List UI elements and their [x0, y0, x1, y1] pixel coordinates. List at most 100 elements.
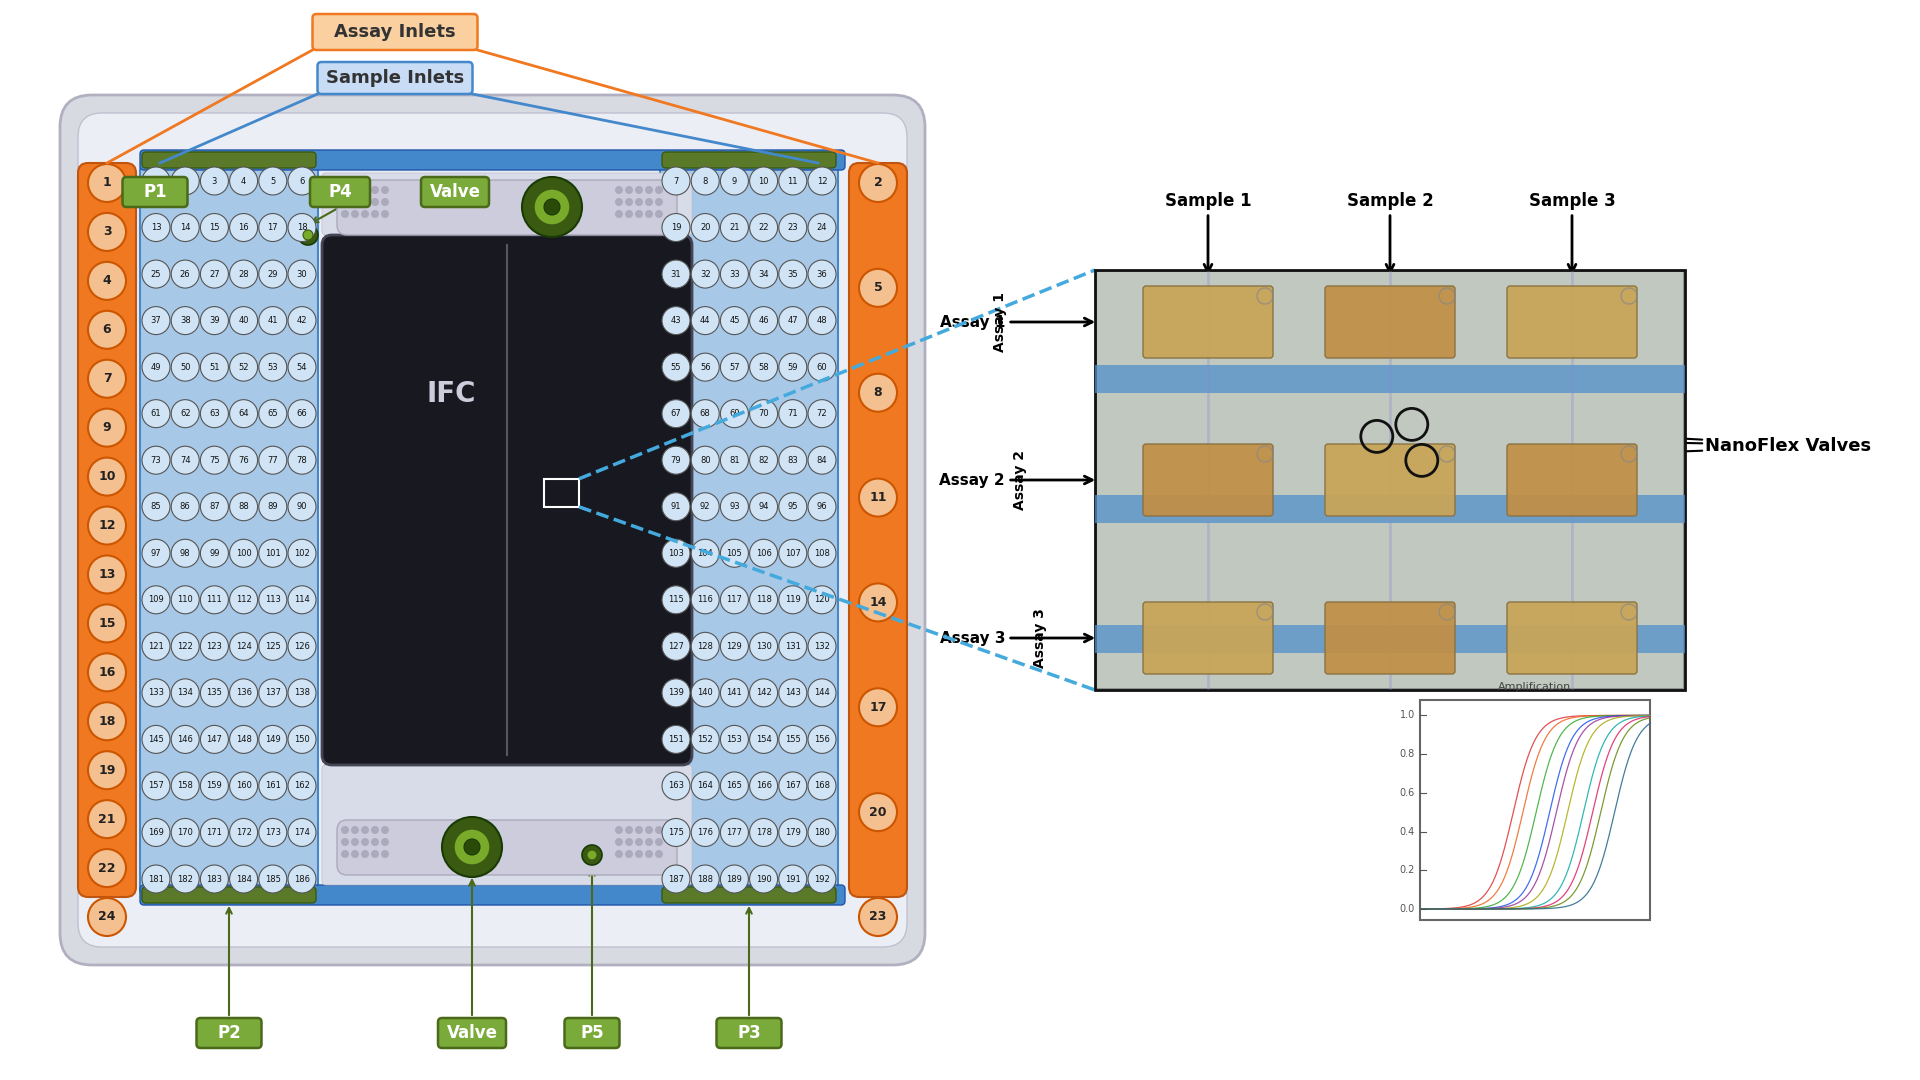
Circle shape: [626, 838, 634, 846]
Circle shape: [636, 210, 643, 218]
Circle shape: [288, 539, 317, 567]
Text: 1: 1: [102, 176, 111, 189]
Text: 149: 149: [265, 734, 280, 744]
Text: 171: 171: [207, 828, 223, 837]
Circle shape: [808, 865, 835, 893]
Circle shape: [259, 726, 286, 754]
Circle shape: [200, 585, 228, 613]
Text: 23: 23: [870, 910, 887, 923]
Circle shape: [230, 353, 257, 381]
Text: Assay 2: Assay 2: [1014, 450, 1027, 510]
Circle shape: [142, 819, 171, 847]
Text: 2: 2: [874, 176, 883, 189]
Text: 0.0: 0.0: [1400, 904, 1415, 914]
Circle shape: [858, 269, 897, 307]
Text: 188: 188: [697, 875, 712, 883]
Text: 101: 101: [265, 549, 280, 557]
Text: 38: 38: [180, 316, 190, 325]
Text: 155: 155: [785, 734, 801, 744]
Circle shape: [626, 186, 634, 194]
Circle shape: [288, 865, 317, 893]
Text: 183: 183: [207, 875, 223, 883]
Circle shape: [858, 164, 897, 202]
Circle shape: [200, 167, 228, 195]
Circle shape: [662, 167, 689, 195]
Circle shape: [259, 632, 286, 660]
Circle shape: [614, 198, 622, 206]
FancyBboxPatch shape: [140, 885, 845, 905]
FancyBboxPatch shape: [660, 163, 837, 897]
Text: 168: 168: [814, 782, 829, 791]
Circle shape: [720, 400, 749, 428]
Text: 30: 30: [298, 270, 307, 279]
Text: 138: 138: [294, 688, 309, 698]
Text: 172: 172: [236, 828, 252, 837]
Text: 132: 132: [814, 642, 829, 651]
FancyBboxPatch shape: [309, 177, 371, 207]
Circle shape: [171, 492, 200, 521]
FancyBboxPatch shape: [662, 152, 835, 168]
Circle shape: [230, 400, 257, 428]
Circle shape: [371, 186, 378, 194]
Circle shape: [588, 850, 597, 860]
Text: Assay Inlets: Assay Inlets: [334, 23, 455, 41]
Circle shape: [371, 838, 378, 846]
Text: 39: 39: [209, 316, 219, 325]
Text: 187: 187: [668, 875, 684, 883]
Text: 116: 116: [697, 595, 712, 605]
Circle shape: [200, 539, 228, 567]
Text: 175: 175: [668, 828, 684, 837]
Text: 133: 133: [148, 688, 163, 698]
Circle shape: [171, 819, 200, 847]
Circle shape: [442, 816, 501, 877]
Text: 1: 1: [154, 176, 159, 186]
Text: 55: 55: [670, 363, 682, 372]
Text: 40: 40: [238, 316, 250, 325]
Circle shape: [858, 688, 897, 726]
Circle shape: [142, 260, 171, 288]
Circle shape: [720, 167, 749, 195]
Circle shape: [780, 865, 806, 893]
Circle shape: [808, 307, 835, 335]
Circle shape: [142, 726, 171, 754]
Circle shape: [749, 492, 778, 521]
Circle shape: [380, 186, 390, 194]
Text: 12: 12: [816, 176, 828, 186]
Circle shape: [780, 632, 806, 660]
Circle shape: [88, 800, 127, 838]
Circle shape: [88, 653, 127, 691]
Circle shape: [361, 826, 369, 834]
Circle shape: [88, 555, 127, 594]
Circle shape: [361, 186, 369, 194]
Circle shape: [780, 353, 806, 381]
FancyBboxPatch shape: [1325, 444, 1455, 516]
Circle shape: [361, 850, 369, 858]
Circle shape: [780, 400, 806, 428]
Circle shape: [465, 839, 480, 855]
Circle shape: [230, 865, 257, 893]
Text: 20: 20: [701, 224, 710, 232]
Circle shape: [614, 826, 622, 834]
Circle shape: [200, 307, 228, 335]
Text: 22: 22: [98, 862, 115, 875]
Text: 120: 120: [814, 595, 829, 605]
Circle shape: [230, 446, 257, 474]
Circle shape: [780, 679, 806, 707]
Text: 5: 5: [874, 282, 883, 295]
Circle shape: [200, 726, 228, 754]
FancyBboxPatch shape: [60, 95, 925, 966]
Circle shape: [88, 261, 127, 300]
Text: 81: 81: [730, 456, 739, 464]
FancyBboxPatch shape: [142, 887, 317, 903]
Circle shape: [171, 400, 200, 428]
Circle shape: [88, 849, 127, 887]
Circle shape: [780, 214, 806, 242]
Circle shape: [749, 585, 778, 613]
Circle shape: [522, 177, 582, 237]
Text: 0.8: 0.8: [1400, 750, 1415, 759]
FancyBboxPatch shape: [196, 1018, 261, 1048]
Circle shape: [171, 865, 200, 893]
Text: 32: 32: [701, 270, 710, 279]
Text: 137: 137: [265, 688, 280, 698]
Text: 80: 80: [701, 456, 710, 464]
